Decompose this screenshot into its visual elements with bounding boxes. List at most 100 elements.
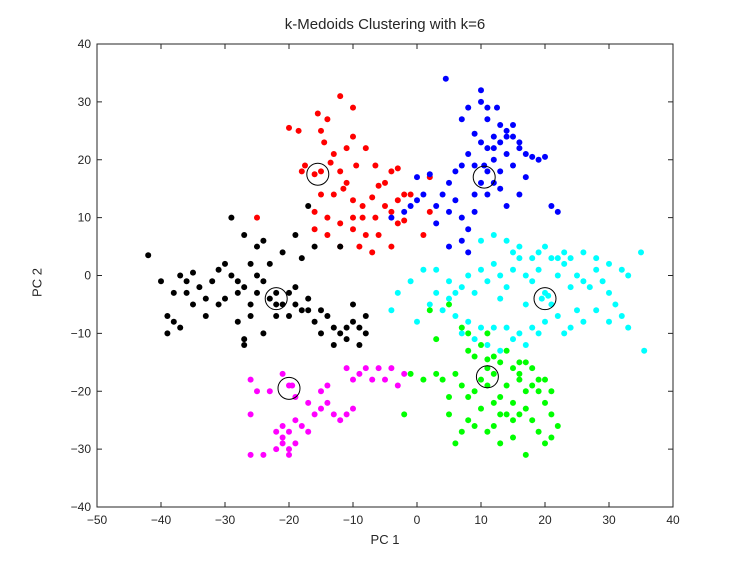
- x-tick-label: 40: [666, 513, 680, 527]
- data-point: [641, 347, 648, 354]
- data-point: [247, 301, 254, 308]
- data-point: [458, 382, 465, 389]
- medoid-circle: [533, 287, 557, 311]
- data-point: [183, 278, 190, 285]
- data-point: [314, 110, 321, 117]
- data-point: [420, 231, 427, 238]
- data-point: [478, 324, 484, 331]
- data-point: [401, 217, 408, 224]
- data-point: [497, 139, 504, 146]
- data-point: [343, 336, 350, 343]
- x-tick-label: 20: [538, 513, 552, 527]
- data-point: [490, 260, 497, 267]
- data-point: [612, 301, 619, 308]
- data-point: [359, 203, 366, 210]
- data-point: [286, 451, 292, 458]
- data-point: [606, 289, 612, 296]
- data-point: [548, 388, 555, 395]
- data-point: [420, 376, 427, 383]
- data-point: [522, 359, 529, 366]
- data-point: [439, 307, 446, 314]
- data-point: [554, 208, 561, 215]
- data-point: [266, 260, 273, 267]
- y-tick-label: −40: [71, 500, 92, 514]
- data-point: [234, 289, 241, 296]
- data-point: [510, 133, 516, 140]
- data-point: [433, 266, 440, 273]
- data-point: [260, 237, 267, 244]
- data-point: [164, 313, 171, 320]
- cluster-1: [254, 93, 433, 256]
- x-tick-label: 0: [414, 513, 421, 527]
- y-tick-label: 10: [78, 211, 92, 225]
- data-point: [330, 150, 337, 157]
- data-point: [542, 153, 548, 160]
- data-point: [170, 318, 177, 325]
- data-point: [228, 272, 235, 279]
- data-point: [305, 307, 312, 314]
- data-point: [311, 243, 318, 250]
- data-point: [241, 284, 248, 291]
- data-point: [586, 284, 593, 291]
- plot-area-frame: [96, 43, 674, 508]
- data-point: [503, 237, 510, 244]
- x-tick-label: 10: [474, 513, 488, 527]
- data-point: [458, 284, 465, 291]
- data-point: [433, 336, 440, 343]
- data-point: [503, 411, 510, 418]
- data-point: [452, 168, 459, 175]
- data-point: [503, 150, 510, 157]
- x-tick-label: −40: [151, 513, 172, 527]
- data-point: [503, 347, 510, 354]
- data-point: [170, 289, 177, 296]
- data-point: [215, 301, 222, 308]
- data-point: [321, 139, 328, 146]
- data-point: [324, 214, 331, 221]
- data-point: [337, 243, 344, 250]
- data-point: [567, 324, 574, 331]
- data-point: [471, 388, 478, 395]
- data-point: [330, 341, 337, 348]
- data-point: [567, 255, 574, 262]
- data-point: [545, 292, 552, 299]
- data-point: [311, 411, 318, 418]
- data-point: [458, 162, 465, 169]
- cluster-5: [401, 301, 561, 458]
- data-point: [327, 159, 334, 166]
- data-point: [522, 388, 529, 395]
- data-point: [497, 394, 504, 401]
- data-point: [318, 191, 324, 198]
- data-point: [433, 203, 440, 210]
- data-point: [394, 289, 401, 296]
- x-tick-label: −50: [87, 513, 108, 527]
- y-tick-label: 0: [84, 269, 91, 283]
- data-point: [369, 194, 376, 201]
- data-point: [350, 197, 356, 204]
- data-point: [298, 255, 305, 262]
- data-point: [516, 243, 523, 250]
- data-point: [478, 237, 484, 244]
- data-point: [465, 347, 472, 354]
- data-point: [580, 278, 587, 285]
- data-point: [618, 313, 625, 320]
- data-point: [554, 255, 561, 262]
- data-point: [350, 376, 356, 383]
- data-point: [484, 356, 491, 363]
- data-point: [254, 214, 260, 221]
- data-point: [356, 243, 363, 250]
- data-point: [273, 428, 280, 435]
- data-point: [446, 179, 452, 186]
- data-point: [273, 301, 280, 308]
- data-point: [618, 266, 625, 273]
- data-point: [318, 307, 324, 314]
- data-point: [414, 174, 420, 181]
- data-point: [215, 266, 222, 273]
- data-point: [298, 168, 305, 175]
- data-point: [362, 145, 369, 152]
- data-point: [340, 185, 347, 192]
- data-point: [177, 272, 184, 279]
- data-point: [254, 289, 260, 296]
- data-point: [394, 197, 401, 204]
- data-point: [311, 208, 318, 215]
- data-point: [510, 336, 516, 343]
